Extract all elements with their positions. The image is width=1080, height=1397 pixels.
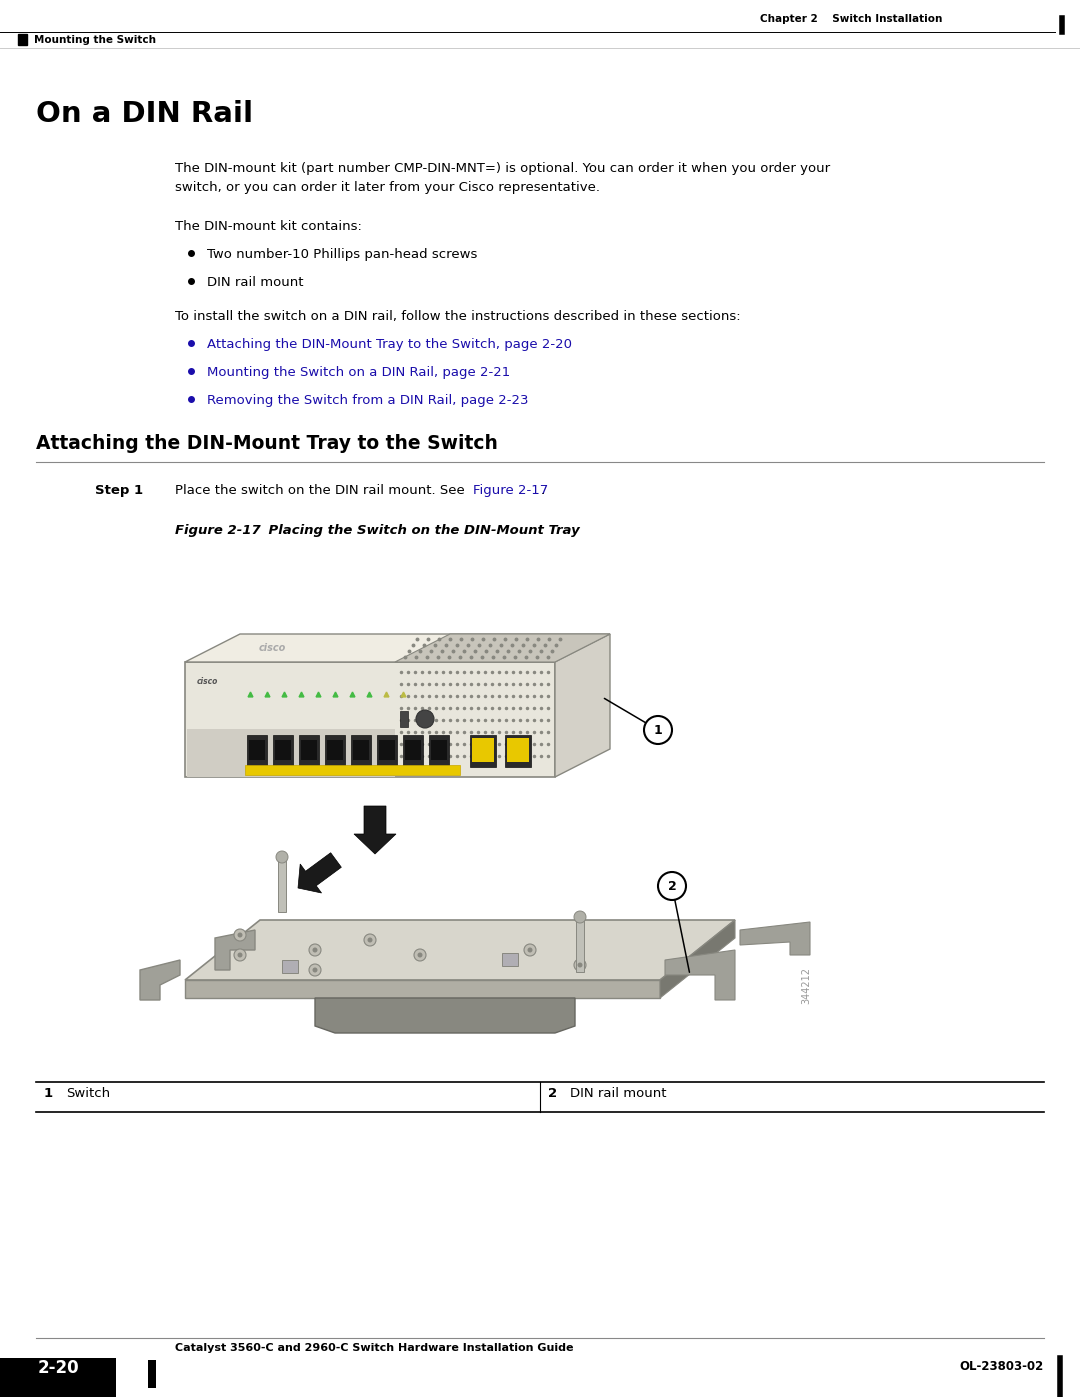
- Text: 1: 1: [44, 1087, 53, 1099]
- Bar: [429, 735, 449, 767]
- Bar: [472, 738, 494, 761]
- Polygon shape: [185, 634, 610, 662]
- Circle shape: [234, 949, 246, 961]
- Text: Switch: Switch: [66, 1087, 110, 1099]
- Polygon shape: [395, 634, 610, 662]
- Bar: [379, 740, 395, 760]
- Text: switch, or you can order it later from your Cisco representative.: switch, or you can order it later from y…: [175, 182, 600, 194]
- Bar: [301, 740, 318, 760]
- Circle shape: [238, 933, 243, 937]
- FancyArrow shape: [298, 852, 341, 893]
- Bar: [275, 740, 291, 760]
- Bar: [353, 740, 369, 760]
- Circle shape: [573, 911, 586, 923]
- Text: Figure 2-17: Figure 2-17: [473, 483, 549, 497]
- Text: Figure 2-17: Figure 2-17: [175, 524, 260, 536]
- Polygon shape: [215, 930, 255, 970]
- Bar: [245, 766, 460, 775]
- Circle shape: [312, 968, 318, 972]
- Polygon shape: [555, 634, 610, 777]
- Text: The DIN-mount kit contains:: The DIN-mount kit contains:: [175, 219, 362, 233]
- Polygon shape: [502, 953, 518, 965]
- Text: cisco: cisco: [197, 678, 218, 686]
- Text: The DIN-mount kit (part number CMP-DIN-MNT=) is optional. You can order it when : The DIN-mount kit (part number CMP-DIN-M…: [175, 162, 831, 175]
- Circle shape: [416, 710, 434, 728]
- Polygon shape: [185, 981, 660, 997]
- Bar: [247, 735, 267, 767]
- Polygon shape: [282, 960, 298, 972]
- Polygon shape: [140, 960, 180, 1000]
- Circle shape: [658, 872, 686, 900]
- Bar: [187, 729, 395, 777]
- Circle shape: [573, 958, 586, 971]
- Circle shape: [312, 947, 318, 953]
- Bar: [351, 735, 372, 767]
- Text: 2: 2: [548, 1087, 557, 1099]
- Text: 2: 2: [667, 880, 676, 893]
- Bar: [299, 735, 319, 767]
- Bar: [249, 740, 265, 760]
- Text: Mounting the Switch: Mounting the Switch: [33, 35, 156, 45]
- Circle shape: [238, 953, 243, 957]
- Text: Attaching the DIN-Mount Tray to the Switch, page 2-20: Attaching the DIN-Mount Tray to the Swit…: [207, 338, 572, 351]
- Bar: [0, 1358, 116, 1397]
- Text: 344212: 344212: [801, 967, 811, 1003]
- Text: Step 1: Step 1: [95, 483, 144, 497]
- Text: Removing the Switch from a DIN Rail, page 2-23: Removing the Switch from a DIN Rail, pag…: [207, 394, 528, 407]
- Polygon shape: [185, 662, 555, 777]
- Bar: [431, 740, 447, 760]
- Bar: [273, 735, 293, 767]
- Circle shape: [367, 937, 373, 943]
- Bar: [400, 711, 408, 726]
- Bar: [18, 34, 27, 45]
- Circle shape: [276, 851, 288, 863]
- Text: Catalyst 3560-C and 2960-C Switch Hardware Installation Guide: Catalyst 3560-C and 2960-C Switch Hardwa…: [175, 1343, 573, 1354]
- Bar: [327, 740, 343, 760]
- Text: 1: 1: [653, 724, 662, 736]
- Text: To install the switch on a DIN rail, follow the instructions described in these : To install the switch on a DIN rail, fol…: [175, 310, 741, 323]
- Bar: [507, 738, 529, 761]
- Text: Two number-10 Phillips pan-head screws: Two number-10 Phillips pan-head screws: [207, 249, 477, 261]
- Text: Mounting the Switch on a DIN Rail, page 2-21: Mounting the Switch on a DIN Rail, page …: [207, 366, 510, 379]
- Circle shape: [524, 944, 536, 956]
- Bar: [377, 735, 397, 767]
- Bar: [278, 856, 286, 912]
- Bar: [325, 735, 345, 767]
- Polygon shape: [315, 997, 575, 1032]
- Text: DIN rail mount: DIN rail mount: [570, 1087, 666, 1099]
- Circle shape: [644, 717, 672, 745]
- Text: .: .: [541, 483, 545, 497]
- Bar: [470, 735, 496, 767]
- Text: Chapter 2    Switch Installation: Chapter 2 Switch Installation: [760, 14, 943, 24]
- Bar: [148, 1361, 156, 1389]
- Bar: [403, 735, 423, 767]
- Text: On a DIN Rail: On a DIN Rail: [36, 101, 253, 129]
- Polygon shape: [660, 921, 735, 997]
- Circle shape: [578, 963, 582, 968]
- Circle shape: [527, 947, 532, 953]
- Circle shape: [309, 964, 321, 977]
- Text: Attaching the DIN-Mount Tray to the Switch: Attaching the DIN-Mount Tray to the Swit…: [36, 434, 498, 453]
- Circle shape: [418, 953, 422, 957]
- Text: OL-23803-02: OL-23803-02: [960, 1361, 1044, 1373]
- Text: Place the switch on the DIN rail mount. See: Place the switch on the DIN rail mount. …: [175, 483, 469, 497]
- Text: 2-20: 2-20: [37, 1359, 79, 1377]
- Polygon shape: [185, 921, 735, 981]
- Bar: [576, 916, 584, 972]
- Circle shape: [414, 949, 426, 961]
- Text: cisco: cisco: [258, 643, 286, 652]
- Polygon shape: [740, 922, 810, 956]
- Bar: [405, 740, 421, 760]
- Text: DIN rail mount: DIN rail mount: [207, 277, 303, 289]
- Circle shape: [234, 929, 246, 942]
- Circle shape: [309, 944, 321, 956]
- FancyArrow shape: [354, 806, 396, 854]
- Text: Placing the Switch on the DIN-Mount Tray: Placing the Switch on the DIN-Mount Tray: [249, 524, 580, 536]
- Bar: [505, 735, 531, 767]
- Polygon shape: [665, 950, 735, 1000]
- Circle shape: [364, 935, 376, 946]
